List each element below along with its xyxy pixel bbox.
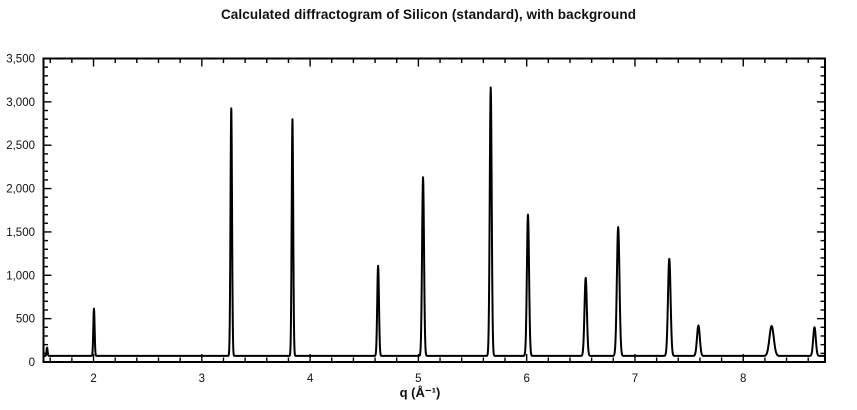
x-tick-label: 2 <box>90 373 96 385</box>
y-tick-label: 1,000 <box>6 270 35 282</box>
y-tick-label: 2,500 <box>6 140 35 152</box>
diffraction-curve <box>42 86 826 357</box>
x-tick-label: 6 <box>523 373 529 385</box>
y-tick-label: 3,500 <box>6 54 35 66</box>
y-tick-label: 0 <box>29 357 35 369</box>
x-tick-label: 8 <box>740 373 746 385</box>
chart-title: Calculated diffractogram of Silicon (sta… <box>220 7 637 22</box>
x-tick-label: 4 <box>307 373 314 385</box>
y-tick-label: 3,000 <box>6 97 35 109</box>
y-tick-label: 500 <box>16 314 35 326</box>
x-axis-label: q (Å⁻¹) <box>399 385 441 400</box>
y-tick-label: 2,000 <box>6 184 35 196</box>
x-tick-label: 3 <box>199 373 205 385</box>
x-tick-label: 5 <box>415 373 421 385</box>
y-tick-label: 1,500 <box>6 227 35 239</box>
plot-border <box>42 57 826 363</box>
x-tick-label: 7 <box>632 373 638 385</box>
